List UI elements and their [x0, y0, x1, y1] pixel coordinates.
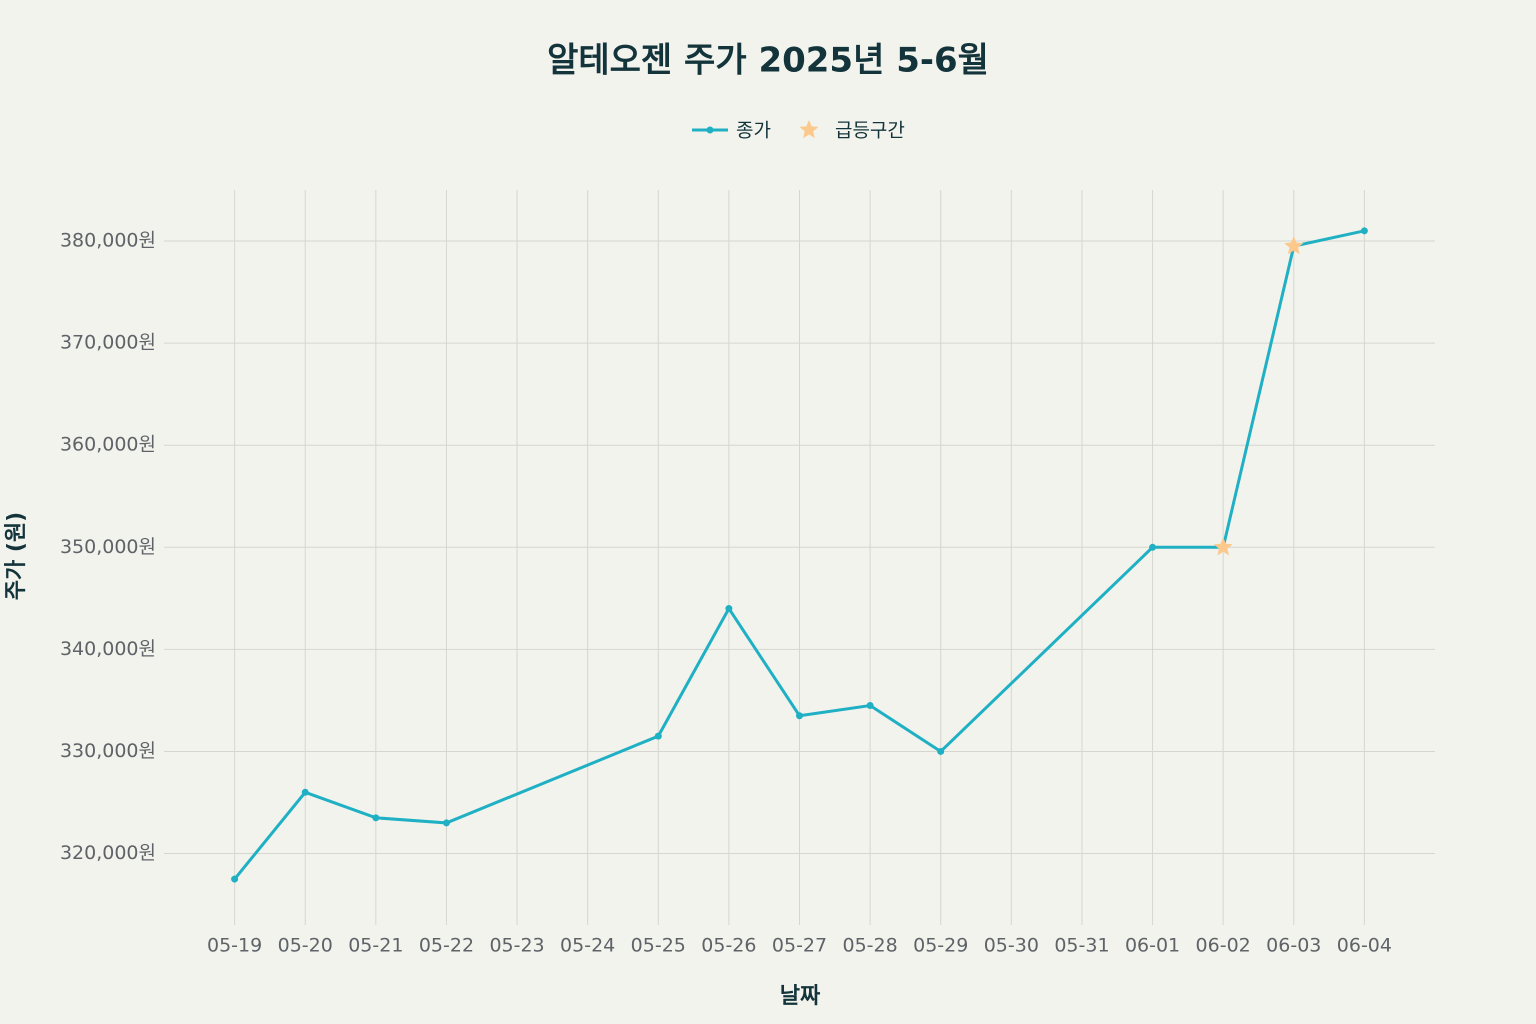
x-tick-label: 06-04 — [1337, 935, 1392, 957]
y-tick-label: 350,000원 — [60, 536, 156, 558]
x-tick-label: 05-21 — [348, 935, 403, 957]
legend-marker — [706, 126, 714, 134]
point — [372, 814, 380, 822]
point — [937, 747, 945, 755]
legend-label: 급등구간 — [835, 120, 905, 142]
y-tick-label: 340,000원 — [60, 638, 156, 660]
x-tick-label: 05-30 — [984, 935, 1039, 957]
x-tick-label: 05-20 — [278, 935, 333, 957]
point — [1360, 227, 1368, 235]
point — [301, 788, 309, 796]
star-marker — [1213, 537, 1233, 556]
x-axis-title: 날짜 — [780, 984, 821, 1009]
point — [796, 712, 803, 720]
x-tick-label: 05-23 — [489, 935, 544, 957]
x-tick-label: 05-22 — [419, 935, 474, 957]
y-tick-label: 320,000원 — [60, 842, 156, 864]
y-tick-label: 370,000원 — [60, 332, 156, 354]
x-tick-label: 05-27 — [772, 935, 827, 957]
x-tick-label: 06-01 — [1125, 935, 1180, 957]
point — [725, 605, 733, 613]
x-tick-label: 05-19 — [207, 935, 262, 957]
x-tick-label: 05-26 — [701, 935, 756, 957]
x-tick-label: 05-24 — [560, 935, 615, 957]
point — [231, 875, 239, 883]
x-tick-label: 05-28 — [843, 935, 898, 957]
legend-label: 종가 — [736, 120, 771, 142]
point — [442, 819, 450, 827]
x-tick-label: 06-03 — [1266, 935, 1321, 957]
y-tick-label: 380,000원 — [60, 230, 156, 252]
star-marker — [1284, 236, 1304, 255]
point — [654, 732, 662, 740]
point — [1149, 543, 1157, 551]
point — [866, 702, 874, 710]
chart-title: 알테오젠 주가 2025년 5-6월 — [547, 41, 989, 81]
y-axis-title: 주가 (원) — [4, 512, 29, 601]
y-tick-label: 360,000원 — [60, 434, 156, 456]
x-tick-label: 06-02 — [1196, 935, 1251, 957]
legend-marker — [799, 120, 819, 139]
y-tick-label: 330,000원 — [60, 740, 156, 762]
x-tick-label: 05-31 — [1054, 935, 1109, 957]
x-tick-label: 05-29 — [913, 935, 968, 957]
x-tick-label: 05-25 — [631, 935, 686, 957]
